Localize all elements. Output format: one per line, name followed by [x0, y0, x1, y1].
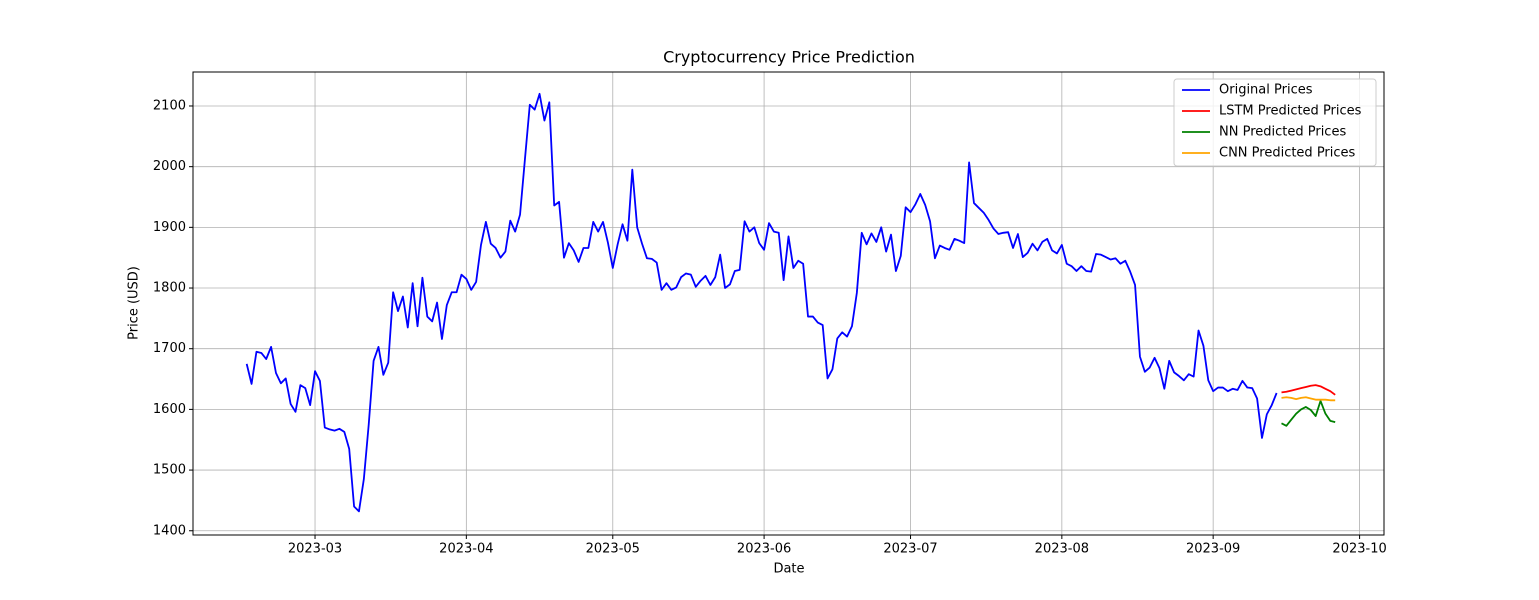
y-tick-label: 2100 — [153, 98, 186, 113]
x-axis-label: Date — [773, 562, 804, 577]
y-axis-label: Price (USD) — [127, 266, 142, 340]
x-tick-label: 2023-08 — [1035, 542, 1089, 557]
x-tick-label: 2023-06 — [737, 542, 791, 557]
y-tick-label: 1500 — [153, 463, 186, 478]
x-tick-label: 2023-04 — [439, 542, 493, 557]
price-line — [1281, 384, 1336, 396]
y-tick-label: 1600 — [153, 402, 186, 417]
x-tick-label: 2023-09 — [1186, 542, 1240, 557]
chart-title: Cryptocurrency Price Prediction — [663, 48, 915, 67]
y-tick-label: 1400 — [153, 523, 186, 538]
x-tick-label: 2023-07 — [883, 542, 937, 557]
legend-label: CNN Predicted Prices — [1219, 146, 1356, 161]
x-tick-label: 2023-10 — [1332, 542, 1386, 557]
legend: Original Prices LSTM Predicted Prices NN P… — [1173, 78, 1377, 167]
price-line — [245, 92, 1278, 513]
plot-frame — [192, 71, 1385, 536]
legend-label: Original Prices — [1219, 83, 1313, 98]
legend-label: LSTM Predicted Prices — [1219, 104, 1362, 119]
y-tick-label: 2000 — [153, 159, 186, 174]
y-tick-label: 1900 — [153, 220, 186, 235]
price-line — [1281, 399, 1336, 427]
y-tick-label: 1800 — [153, 281, 186, 296]
y-tick-label: 1700 — [153, 341, 186, 356]
x-tick-label: 2023-05 — [586, 542, 640, 557]
x-tick-label: 2023-03 — [288, 542, 342, 557]
legend-label: NN Predicted Prices — [1219, 125, 1346, 140]
price-line — [1281, 396, 1336, 402]
legend-box — [1173, 78, 1377, 167]
